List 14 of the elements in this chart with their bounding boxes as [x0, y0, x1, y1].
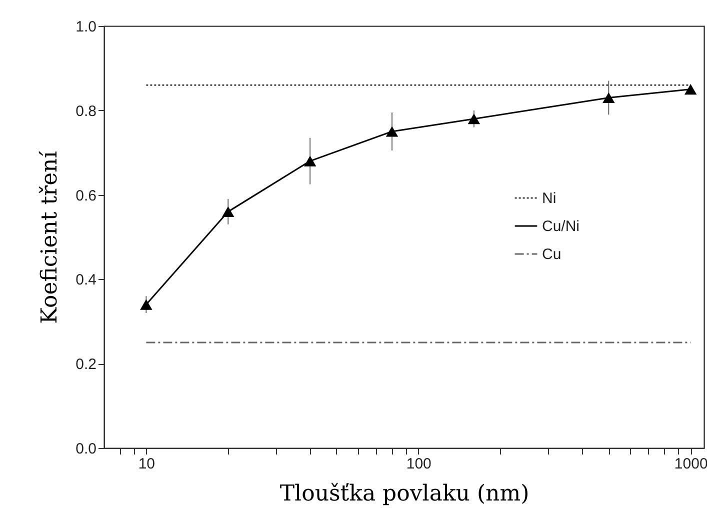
y-tick-label: 1.0	[76, 18, 96, 36]
x-tick-label: 1000	[674, 456, 707, 472]
x-axis-title: Tloušťka povlaku (nm)	[280, 482, 530, 506]
y-tick-label: 0.4	[76, 272, 96, 289]
x-tick-label: 10	[138, 456, 156, 472]
legend-label: Ni	[542, 190, 556, 207]
y-axis-title: Koeficient tření	[38, 150, 63, 324]
legend-label: Cu	[542, 246, 562, 263]
legend-label: Cu/Ni	[542, 218, 580, 235]
y-tick-label: 0.0	[76, 440, 96, 458]
y-tick-label: 0.2	[76, 356, 96, 374]
x-tick-label: 100	[406, 456, 432, 472]
y-tick-label: 0.8	[76, 102, 96, 120]
y-tick-label: 0.6	[76, 187, 96, 204]
